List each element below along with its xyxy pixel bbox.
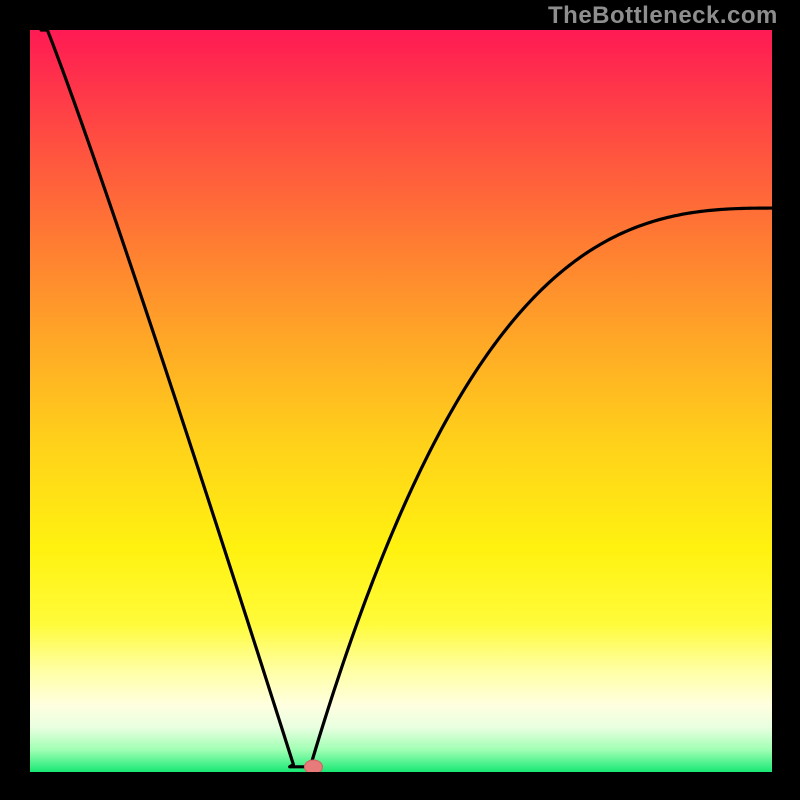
watermark-text: TheBottleneck.com [548,2,778,30]
chart-svg [30,30,772,772]
optimal-point-marker [304,760,322,772]
plot-area [30,30,772,772]
gradient-background [30,30,772,772]
